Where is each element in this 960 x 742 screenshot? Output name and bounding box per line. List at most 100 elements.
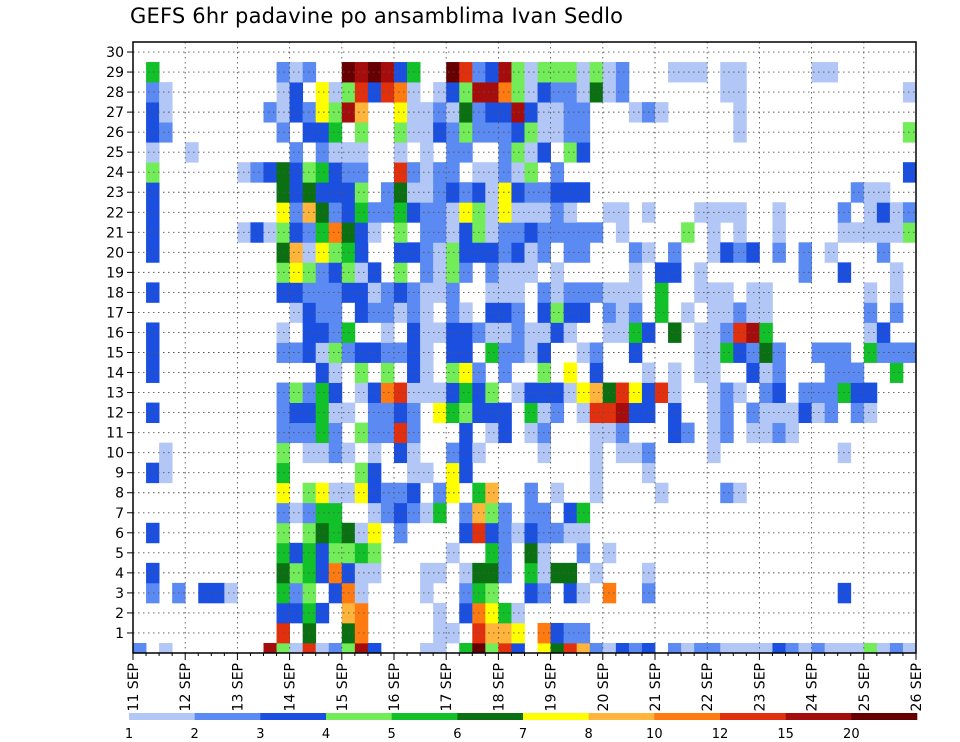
heatmap-cell xyxy=(655,102,669,123)
heatmap-cell xyxy=(681,422,695,444)
heatmap-cell xyxy=(681,642,695,654)
heatmap-cell xyxy=(589,82,604,103)
legend-label: 3 xyxy=(256,727,264,742)
heatmap-cell xyxy=(550,222,565,243)
y-tick-label: 22 xyxy=(106,205,124,221)
heatmap-cell xyxy=(563,642,578,654)
x-tick-label: 23 SEP xyxy=(752,663,768,711)
legend-swatch xyxy=(129,713,195,720)
heatmap-cell xyxy=(380,502,395,524)
heatmap-cell xyxy=(628,302,643,323)
heatmap-cell xyxy=(889,202,904,223)
heatmap-cell xyxy=(824,402,839,424)
x-tick-label: 24 SEP xyxy=(805,663,821,711)
heatmap-cell xyxy=(485,282,499,303)
heatmap-cell xyxy=(511,642,525,654)
heatmap-cell xyxy=(146,462,160,484)
heatmap-cell xyxy=(354,342,369,363)
heatmap-cell xyxy=(498,242,512,263)
heatmap-cell xyxy=(328,642,343,654)
heatmap-cell xyxy=(459,522,473,544)
y-tick-label: 16 xyxy=(106,325,124,341)
heatmap-cell xyxy=(459,582,473,604)
heatmap-cell xyxy=(602,282,617,303)
heatmap-cell xyxy=(902,82,917,103)
heatmap-cell xyxy=(328,142,343,163)
y-tick-label: 23 xyxy=(106,185,124,201)
heatmap-cell xyxy=(824,642,839,654)
heatmap-cell xyxy=(733,242,747,263)
heatmap-cell xyxy=(433,382,447,403)
heatmap-cell xyxy=(824,382,839,403)
heatmap-cell xyxy=(367,82,382,103)
heatmap-cell xyxy=(433,122,447,143)
heatmap-cell xyxy=(367,382,382,403)
heatmap-cell xyxy=(394,382,408,403)
heatmap-cell xyxy=(720,342,734,363)
heatmap-cell xyxy=(394,222,408,243)
legend-label: 8 xyxy=(585,727,593,742)
heatmap-cell xyxy=(146,362,160,383)
heatmap-cell xyxy=(863,222,878,243)
y-tick-label: 8 xyxy=(115,486,124,502)
heatmap-cell xyxy=(498,602,512,624)
heatmap-cell xyxy=(602,202,617,223)
heatmap-cell xyxy=(550,482,565,504)
heatmap-cell xyxy=(524,182,538,203)
heatmap-cell xyxy=(759,382,773,403)
heatmap-cell xyxy=(602,422,617,444)
heatmap-cell xyxy=(498,282,512,303)
heatmap-cell xyxy=(250,162,264,183)
heatmap-cell xyxy=(524,542,538,564)
heatmap-cell xyxy=(446,62,460,83)
heatmap-cell xyxy=(420,342,434,363)
heatmap-cell xyxy=(798,642,812,654)
heatmap-cell xyxy=(550,622,565,644)
heatmap-cell xyxy=(328,382,343,403)
heatmap-cell xyxy=(485,582,499,604)
heatmap-cell xyxy=(354,542,369,564)
heatmap-cell xyxy=(902,222,917,243)
heatmap-cell xyxy=(354,642,369,654)
heatmap-cell xyxy=(146,82,160,103)
heatmap-cell xyxy=(433,82,447,103)
heatmap-cell xyxy=(759,342,773,363)
heatmap-cell xyxy=(524,522,538,544)
heatmap-cell xyxy=(563,582,578,604)
heatmap-cell xyxy=(328,182,343,203)
heatmap-cell xyxy=(485,182,499,203)
heatmap-cell xyxy=(380,402,395,424)
x-tick-label: 19 SEP xyxy=(544,663,560,711)
heatmap-cell xyxy=(550,282,565,303)
heatmap-cell xyxy=(498,262,512,283)
heatmap-cell xyxy=(394,442,408,464)
heatmap-cell xyxy=(563,322,578,343)
heatmap-cell xyxy=(394,422,408,444)
heatmap-cell xyxy=(354,622,369,644)
heatmap-cell xyxy=(302,642,317,654)
heatmap-cell xyxy=(446,142,460,163)
heatmap-cell xyxy=(485,542,499,564)
heatmap-cell xyxy=(785,642,799,654)
heatmap-cell xyxy=(668,402,682,424)
heatmap-cell xyxy=(459,382,473,403)
heatmap-cell xyxy=(354,482,369,504)
heatmap-cell xyxy=(354,62,369,83)
heatmap-cell xyxy=(863,302,878,323)
legend-label: 1 xyxy=(125,727,133,742)
heatmap-cell xyxy=(146,282,160,303)
heatmap-cell xyxy=(694,62,708,83)
heatmap-cell xyxy=(537,642,551,654)
heatmap-cell xyxy=(354,102,369,123)
heatmap-cell xyxy=(328,362,343,383)
chart-title: GEFS 6hr padavine po ansamblima Ivan Sed… xyxy=(130,4,624,28)
heatmap-cell xyxy=(733,642,747,654)
heatmap-cell xyxy=(681,302,695,323)
heatmap-cell xyxy=(289,562,304,584)
heatmap-cell xyxy=(250,222,264,243)
heatmap-cell xyxy=(315,382,330,403)
heatmap-cell xyxy=(668,62,682,83)
heatmap-cell xyxy=(289,402,304,424)
y-tick-label: 7 xyxy=(115,506,124,522)
heatmap-cell xyxy=(733,382,747,403)
